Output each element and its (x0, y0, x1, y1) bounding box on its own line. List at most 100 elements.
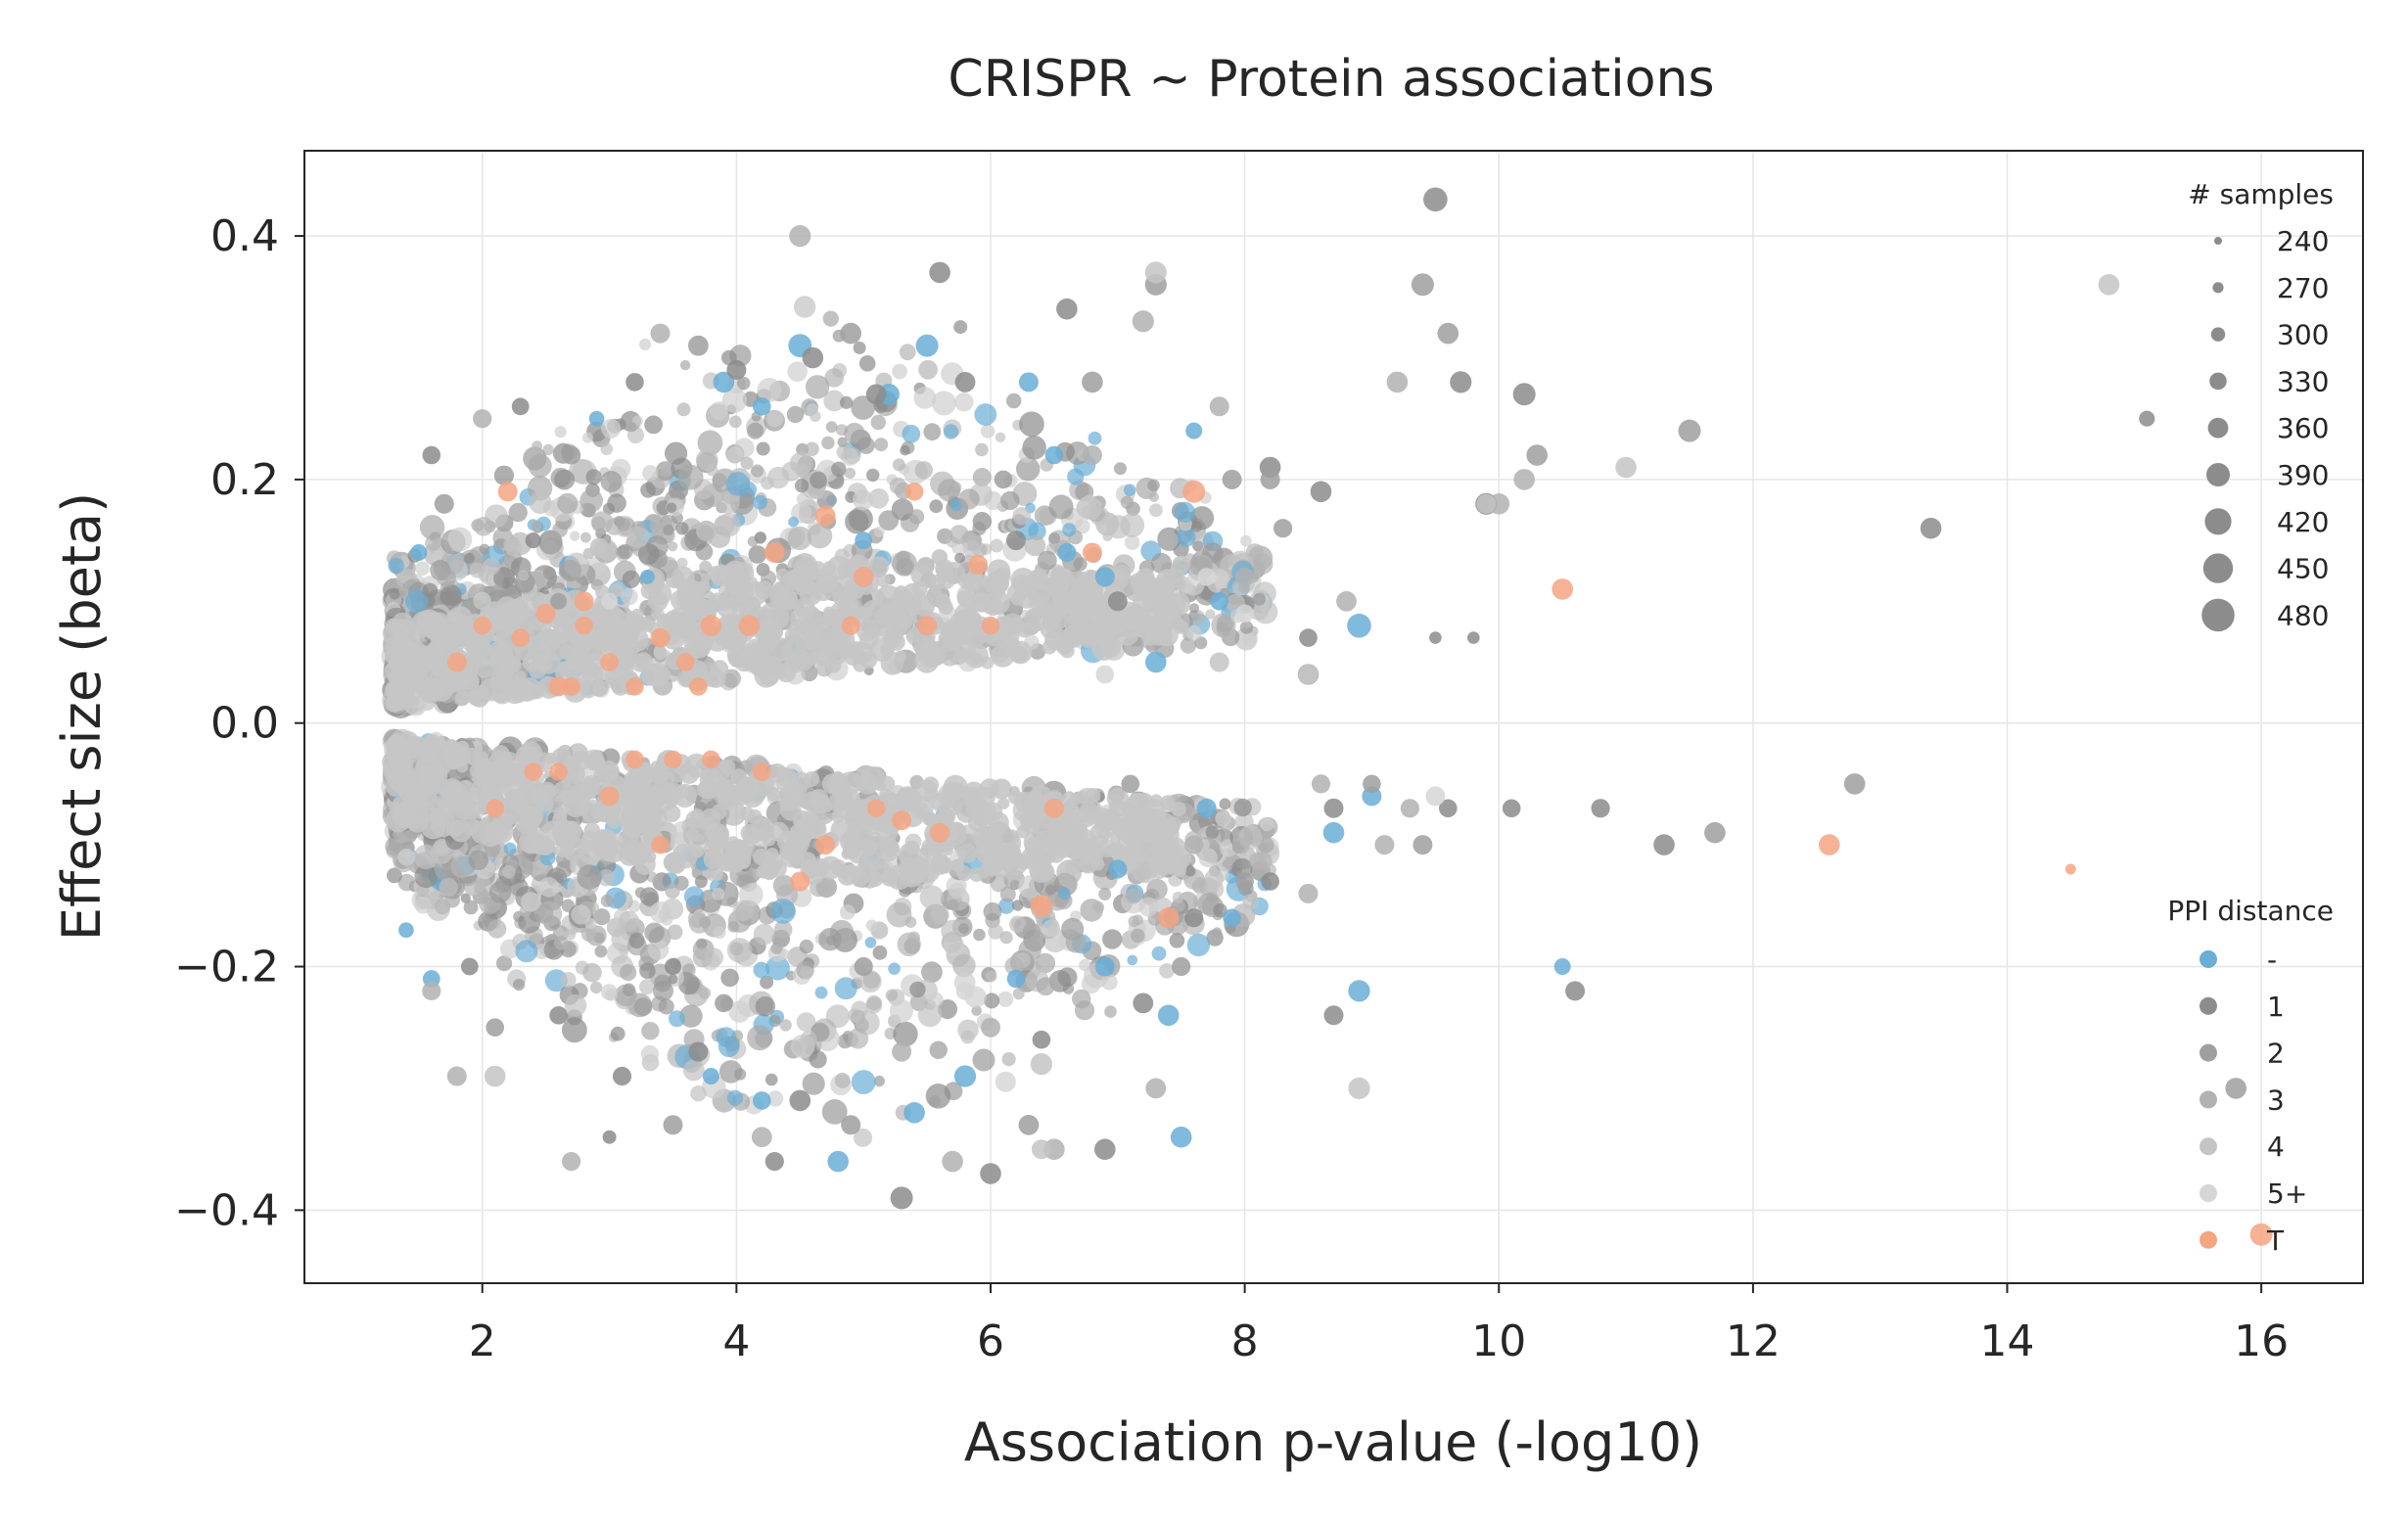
background-point (1122, 816, 1141, 836)
size-legend-label: 450 (2277, 553, 2329, 585)
background-point (929, 992, 944, 1007)
background-point (538, 781, 557, 800)
color-legend-marker (2200, 1043, 2217, 1062)
scatter-point (651, 835, 670, 854)
background-point (883, 614, 908, 639)
background-point (753, 494, 768, 510)
scatter-point (1551, 578, 1573, 600)
background-point (844, 467, 857, 480)
background-point (810, 789, 829, 808)
background-point (953, 320, 968, 335)
x-tick-label: 16 (2234, 1316, 2289, 1366)
background-point (839, 904, 856, 920)
background-point (455, 793, 476, 813)
background-point (726, 938, 753, 963)
background-point (1085, 788, 1101, 804)
background-point (1126, 888, 1141, 904)
background-point (702, 816, 717, 832)
background-point (1062, 523, 1077, 537)
background-point (1137, 583, 1156, 601)
scatter-point (954, 372, 976, 393)
background-point (1123, 484, 1136, 497)
background-point (802, 1072, 825, 1095)
scatter-point (1107, 591, 1128, 612)
scatter-point (1056, 298, 1078, 320)
background-point (1001, 613, 1024, 636)
background-point (747, 422, 764, 439)
background-point (468, 850, 489, 870)
background-point (1204, 868, 1225, 889)
scatter-point (1222, 469, 1242, 489)
background-point (825, 935, 837, 946)
background-point (859, 651, 878, 669)
scatter-point (640, 570, 655, 584)
background-point (618, 543, 633, 560)
background-point (504, 538, 523, 557)
background-point (589, 981, 603, 994)
scatter-point (1108, 799, 1128, 818)
background-point (521, 892, 541, 912)
background-point (952, 953, 976, 978)
scatter-point (840, 322, 861, 345)
background-point (633, 997, 653, 1016)
background-point (468, 689, 483, 704)
background-point (711, 869, 723, 881)
background-point (422, 582, 438, 598)
background-point (536, 650, 561, 674)
scatter-point (1347, 613, 1371, 638)
background-point (615, 788, 632, 807)
background-point (1125, 534, 1140, 550)
background-point (836, 444, 852, 460)
background-point (786, 405, 805, 424)
background-point (708, 592, 727, 613)
background-point (958, 923, 969, 935)
background-point (447, 527, 473, 552)
background-point (653, 771, 666, 784)
background-point (888, 962, 901, 975)
background-point (532, 440, 543, 452)
background-point (679, 359, 691, 371)
y-tick-label: −0.4 (174, 1185, 279, 1235)
scatter-point (1273, 519, 1293, 538)
background-point (675, 522, 689, 535)
background-point (853, 489, 874, 511)
scatter-point (484, 1065, 506, 1087)
scatter-point (1158, 531, 1179, 551)
background-point (1048, 494, 1074, 520)
scatter-point (1653, 834, 1675, 855)
background-point (787, 526, 812, 550)
background-point (729, 839, 749, 859)
background-point (553, 925, 569, 942)
size-legend-label: 240 (2277, 225, 2329, 257)
scatter-point (1299, 628, 1318, 647)
scatter-point (1310, 481, 1332, 503)
background-point (824, 368, 844, 388)
background-point (396, 570, 410, 583)
background-point (728, 1000, 751, 1023)
color-legend-marker (2200, 1230, 2217, 1249)
scatter-point (588, 410, 605, 427)
scatter-point (574, 591, 594, 612)
scatter-point (841, 1115, 861, 1135)
background-point (1132, 841, 1154, 862)
background-point (397, 848, 416, 866)
background-point (678, 763, 700, 784)
scatter-point (689, 677, 708, 696)
scatter-point (1374, 835, 1395, 855)
scatter-point (1209, 652, 1229, 672)
scatter-point (602, 1130, 617, 1144)
scatter-point (2139, 410, 2155, 427)
background-point (564, 928, 577, 941)
background-point (807, 523, 833, 549)
scatter-point (1425, 786, 1446, 807)
background-point (1253, 592, 1266, 606)
background-point (805, 375, 830, 399)
background-point (810, 819, 826, 835)
color-legend-label: - (2267, 944, 2277, 976)
background-point (630, 608, 644, 623)
background-point (445, 819, 464, 838)
background-point (456, 740, 470, 754)
background-point (892, 363, 907, 380)
background-point (973, 928, 986, 942)
background-point (514, 670, 527, 683)
